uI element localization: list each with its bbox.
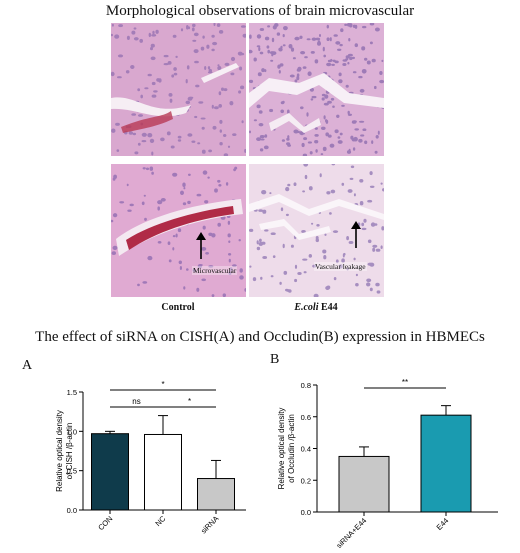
caption-ecoli: E.coli E44 [250,302,382,313]
arrow-icon [351,221,361,248]
x-tick-label: siRNA+E44 [334,516,368,550]
y-tick-label: 1.5 [67,388,77,397]
bar [338,455,390,513]
significance-label: ** [402,378,408,387]
bar [144,433,182,511]
chart-a: 0.0 0.5 1.0 1.5 Relative optical density of C… [55,380,246,535]
y-axis-label: of CISH /β-actin [65,423,74,480]
x-tick-label: siRNA [199,514,220,535]
y-tick-label: 0.5 [67,467,77,476]
histology-ecoli-low-mag [249,23,384,156]
figure-title: Morphological observations of brain micr… [105,3,415,19]
panel-b-label: B [270,352,280,367]
y-axis-label: Relative optical density [55,410,64,492]
y-tick-label: 0.8 [301,381,311,390]
y-tick-label: 0.6 [301,413,311,422]
x-tick-label: E44 [435,516,451,532]
bar [420,414,472,513]
panel-a-label: A [22,358,33,373]
microvascular-label: Microvascular [192,266,238,275]
histology-ecoli-high-mag [249,164,384,297]
y-tick-label: 1.0 [67,427,77,436]
x-tick-label: NC [153,514,167,528]
histology-control-high-mag [111,164,246,297]
bar [91,433,129,511]
y-tick-label: 0.4 [301,445,311,454]
bar [197,478,235,511]
y-axis-label: of Occludin /β-actin [287,414,296,483]
y-tick-label: 0.0 [67,506,77,515]
y-tick-label: 0.2 [301,476,311,485]
significance-label: * [161,380,164,389]
y-axis-label: Relative optical density [277,408,286,490]
caption-ecoli-rest: E44 [318,302,338,313]
chart-b: 0.0 0.2 0.4 0.6 0.8 Relative optical density o… [277,378,498,550]
vascular-leakage-label: Vascular leakage [314,262,367,271]
caption-control: Control [161,302,195,313]
significance-label: ns [132,397,140,406]
caption-ecoli-italic: E.coli [294,302,319,313]
significance-label: * [188,397,191,406]
x-tick-label: CON [96,514,114,532]
histology-control-low-mag [111,23,246,156]
figure2-title: The effect of siRNA on CISH(A) and Occlu… [35,329,485,345]
arrow-icon [196,232,206,259]
y-tick-label: 0.0 [301,508,311,517]
